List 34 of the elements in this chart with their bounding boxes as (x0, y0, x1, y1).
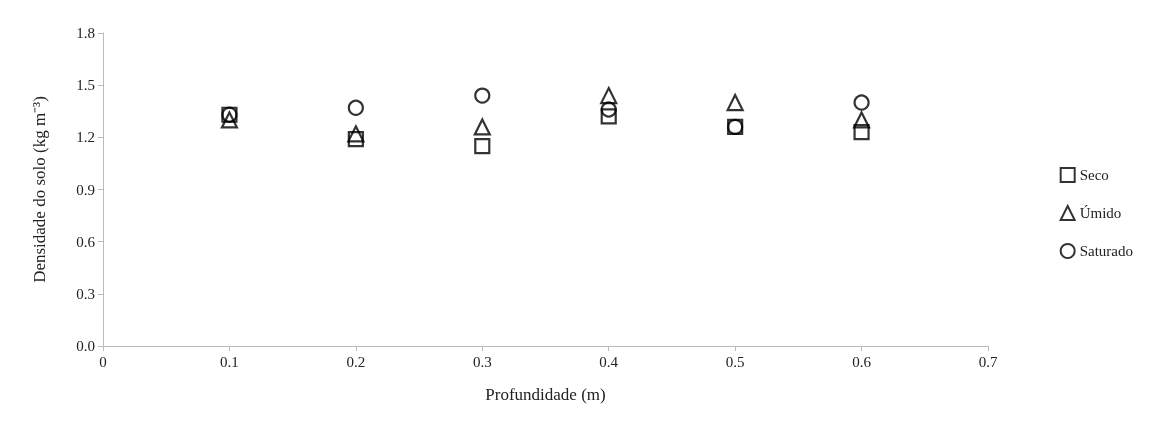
x-tick-label: 0.7 (978, 353, 998, 370)
point (852, 111, 871, 129)
y-tick-label: 1.5 (76, 77, 95, 94)
y-tick-label: 1.2 (76, 129, 95, 146)
y-tick-label: 0.9 (76, 181, 95, 198)
y-tick-label: 0.0 (76, 338, 95, 354)
x-tick-label: 0.3 (472, 353, 492, 370)
x-tick-label: 0.4 (599, 353, 619, 370)
point (347, 125, 365, 143)
point (347, 99, 364, 116)
y-axis-title: Densidade do solo (kg m⁻³) (30, 96, 49, 283)
point (600, 108, 617, 125)
point (726, 93, 744, 112)
x-tick-label: 0.1 (220, 353, 239, 370)
legend-label: Saturado (1079, 243, 1134, 259)
point (853, 94, 870, 111)
y-tick-label: 0.3 (76, 285, 95, 302)
x-axis-title: Profundidade (m) (485, 385, 606, 404)
point (600, 101, 617, 118)
x-tick-label: 0.6 (852, 353, 872, 370)
point (474, 87, 491, 104)
x-tick-label: 0 (99, 353, 107, 370)
point (853, 124, 870, 141)
legend-label: Úmido (1079, 205, 1122, 221)
legend-label: Seco (1079, 167, 1109, 183)
x-tick-label: 0.5 (725, 353, 745, 370)
point (473, 118, 491, 136)
point (220, 111, 239, 129)
x-tick-label: 0.2 (346, 353, 366, 370)
y-tick-label: 1.8 (76, 25, 95, 41)
y-tick-label: 0.6 (76, 233, 96, 250)
point (474, 137, 491, 155)
point (600, 87, 618, 105)
point (347, 130, 364, 148)
